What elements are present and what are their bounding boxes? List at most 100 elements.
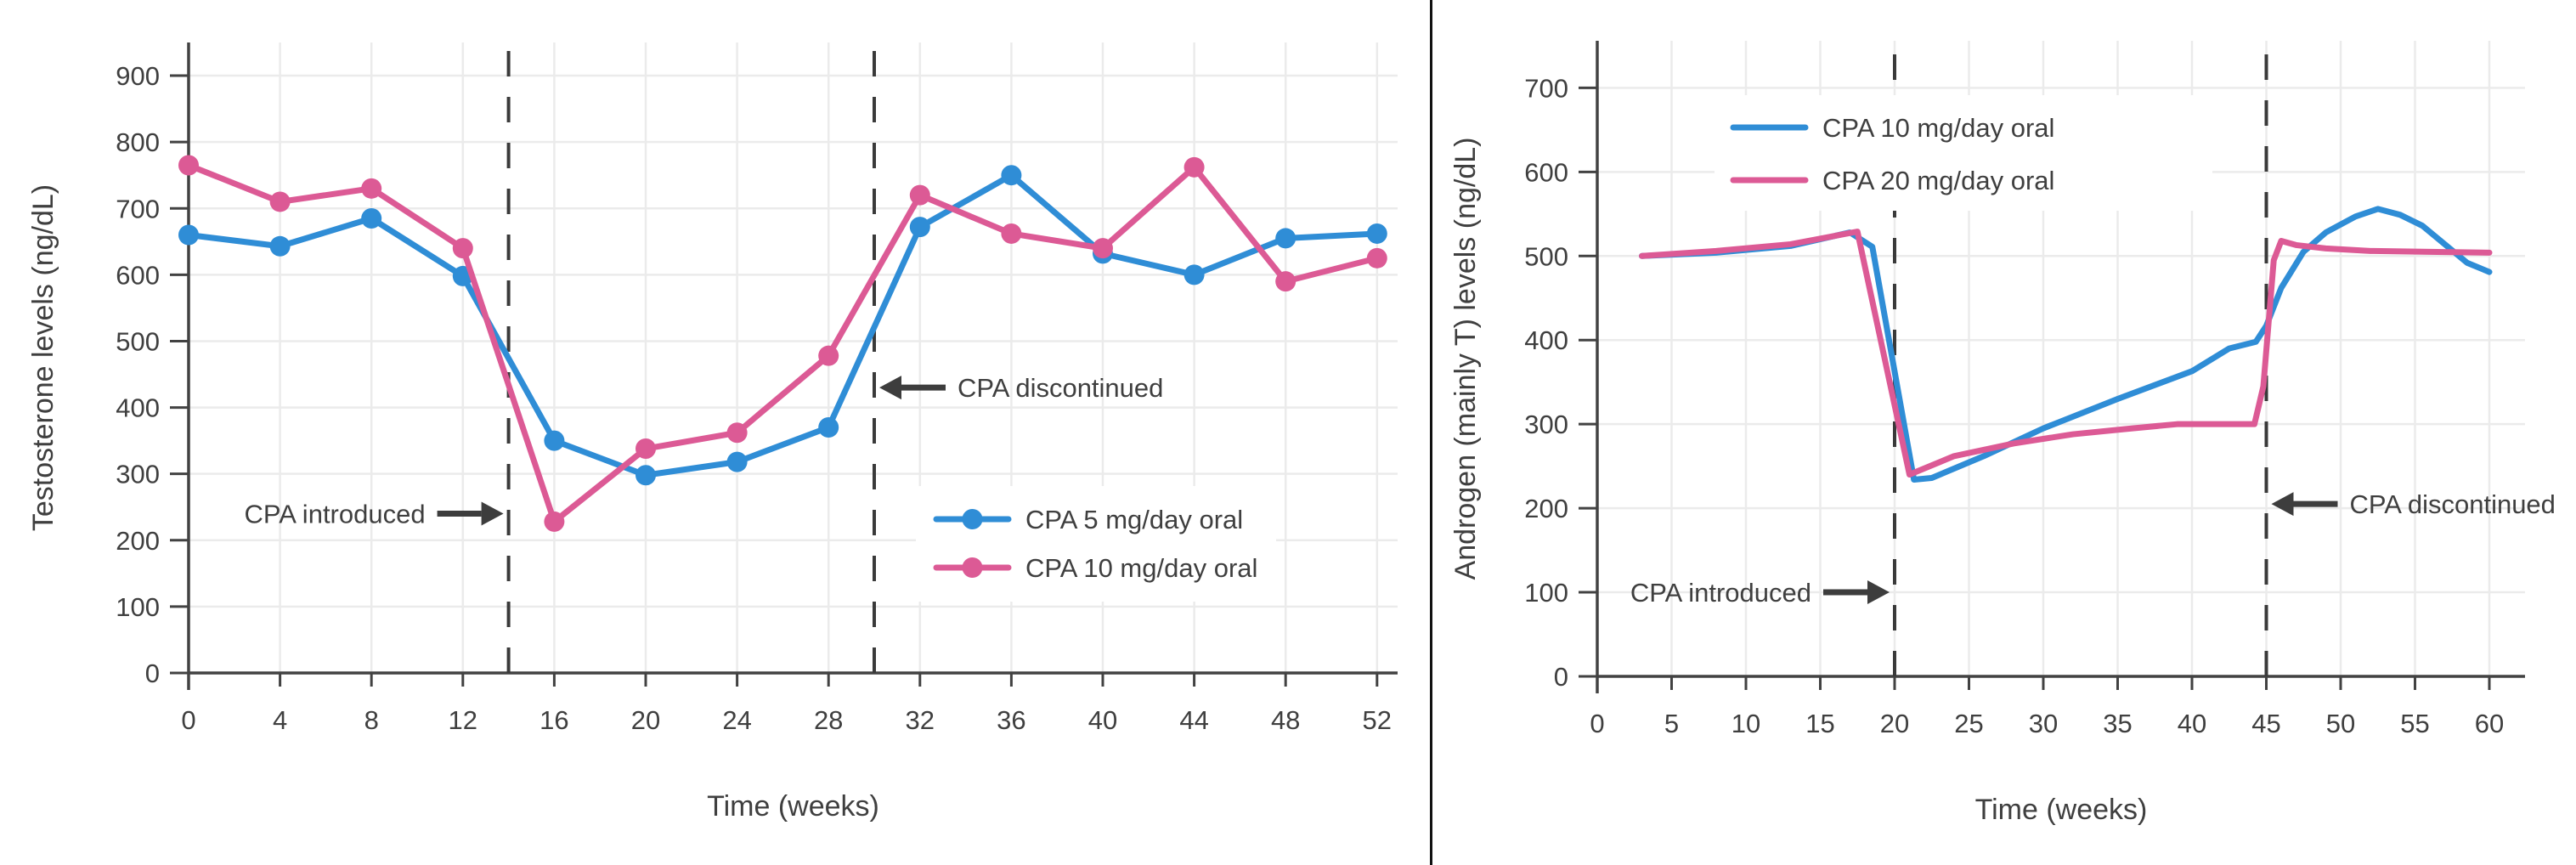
- legend-swatch-marker: [962, 509, 983, 529]
- legend-background: [916, 486, 1276, 602]
- y-tick-label: 100: [116, 592, 160, 622]
- data-point-marker: [1275, 228, 1296, 249]
- annotation-label: CPA introduced: [1630, 578, 1811, 608]
- y-tick-label: 900: [116, 61, 160, 91]
- x-tick-label: 55: [2400, 709, 2429, 738]
- data-point-marker: [1366, 247, 1387, 269]
- data-point-marker: [544, 430, 565, 451]
- data-point-marker: [909, 217, 930, 238]
- annotation-arrow-head: [481, 501, 504, 526]
- data-point-marker: [544, 511, 565, 532]
- x-tick-label: 30: [2029, 709, 2058, 738]
- panel-divider: [1430, 0, 1432, 865]
- x-tick-label: 40: [1088, 705, 1117, 735]
- y-tick-label: 300: [116, 460, 160, 489]
- data-point-marker: [361, 178, 382, 199]
- y-tick-label: 500: [1524, 241, 1568, 271]
- annotation-label: CPA discontinued: [2350, 489, 2556, 519]
- data-point-marker: [1275, 271, 1296, 292]
- data-point-marker: [269, 191, 291, 212]
- x-tick-label: 15: [1805, 709, 1834, 738]
- x-tick-label: 48: [1271, 705, 1300, 735]
- legend-label: CPA 20 mg/day oral: [1822, 166, 2054, 195]
- series-line: [1639, 229, 2493, 478]
- data-point-marker: [818, 417, 839, 438]
- androgen-chart: 0 5 10 15 20 25 30 35 40 45 50 55 600100200300400500…: [1449, 41, 2556, 826]
- y-tick-label: 600: [1524, 157, 1568, 187]
- legend-label: CPA 5 mg/day oral: [1025, 505, 1243, 534]
- y-tick-label: 100: [1524, 578, 1568, 608]
- y-tick-label: 600: [116, 260, 160, 290]
- x-tick-label: 44: [1179, 705, 1208, 735]
- x-tick-label: 16: [539, 705, 568, 735]
- data-point-marker: [726, 451, 748, 472]
- testosterone-chart: 0 4 8 12 16 20 24 28 32 36 40 44 48 52010020030040050…: [27, 42, 1398, 823]
- series-line: [185, 172, 1381, 478]
- x-tick-label: 36: [997, 705, 1025, 735]
- x-tick-label: 28: [814, 705, 843, 735]
- x-tick-label: 0: [181, 705, 195, 735]
- y-tick-label: 700: [116, 194, 160, 223]
- legend-background: [1715, 95, 2212, 211]
- data-point-marker: [1366, 223, 1387, 244]
- data-point-marker: [178, 224, 199, 246]
- y-tick-label: 300: [1524, 410, 1568, 439]
- y-tick-label: 200: [1524, 494, 1568, 523]
- x-tick-label: 8: [364, 705, 379, 735]
- data-point-marker: [452, 238, 473, 259]
- y-tick-label: 400: [116, 393, 160, 423]
- x-tick-label: 0: [1590, 709, 1604, 738]
- y-tick-label: 0: [1554, 662, 1568, 692]
- y-tick-label: 500: [116, 326, 160, 356]
- annotation-arrow-head: [2271, 492, 2294, 517]
- x-tick-label: 20: [631, 705, 660, 735]
- x-axis-title: Time (weeks): [1975, 794, 2148, 826]
- y-axis-title: Testosterone levels (ng/dL): [27, 184, 59, 531]
- x-tick-label: 45: [2251, 709, 2280, 738]
- data-point-marker: [726, 422, 748, 444]
- data-point-marker: [178, 155, 199, 176]
- x-tick-label: 4: [273, 705, 287, 735]
- data-point-marker: [1001, 165, 1022, 186]
- data-point-marker: [818, 345, 839, 366]
- x-tick-label: 10: [1731, 709, 1760, 738]
- x-tick-label: 60: [2475, 709, 2504, 738]
- legend-label: CPA 10 mg/day oral: [1822, 113, 2054, 143]
- x-tick-label: 50: [2326, 709, 2355, 738]
- data-point-marker: [361, 207, 382, 229]
- data-point-marker: [1001, 223, 1022, 244]
- x-tick-label: 40: [2178, 709, 2206, 738]
- annotation-label: CPA introduced: [244, 500, 425, 529]
- data-point-marker: [1183, 264, 1205, 286]
- series-line: [1639, 206, 2493, 483]
- annotation-label: CPA discontinued: [958, 373, 1163, 403]
- x-tick-label: 35: [2103, 709, 2132, 738]
- data-point-marker: [269, 235, 291, 257]
- y-tick-label: 400: [1524, 325, 1568, 355]
- x-tick-label: 12: [449, 705, 477, 735]
- x-tick-label: 25: [1954, 709, 1983, 738]
- data-point-marker: [1092, 238, 1113, 259]
- testosterone-chart-panel: 0 4 8 12 16 20 24 28 32 36 40 44 48 52 0 100 200 300 400 50…: [27, 42, 1398, 823]
- x-axis-title: Time (weeks): [707, 790, 879, 823]
- legend-label: CPA 10 mg/day oral: [1025, 553, 1257, 583]
- y-axis-title: Androgen (mainly T) levels (ng/dL): [1449, 138, 1482, 580]
- androgen-chart-panel: 0 5 10 15 20 25 30 35 40 45 50 55 60 0 100 200 300 400 500…: [1432, 0, 2576, 865]
- y-tick-label: 0: [145, 659, 160, 688]
- y-tick-label: 800: [116, 127, 160, 157]
- data-point-marker: [635, 438, 656, 460]
- x-tick-label: 5: [1664, 709, 1679, 738]
- y-tick-label: 200: [116, 526, 160, 556]
- y-tick-label: 700: [1524, 73, 1568, 103]
- data-point-marker: [909, 184, 930, 206]
- annotation-arrow-head: [1867, 580, 1890, 605]
- data-point-marker: [635, 465, 656, 486]
- data-point-marker: [1183, 156, 1205, 178]
- x-tick-label: 20: [1880, 709, 1909, 738]
- x-tick-label: 52: [1363, 705, 1392, 735]
- series-line: [185, 161, 1381, 525]
- x-tick-label: 24: [722, 705, 751, 735]
- x-tick-label: 32: [906, 705, 935, 735]
- legend-swatch-marker: [962, 557, 983, 578]
